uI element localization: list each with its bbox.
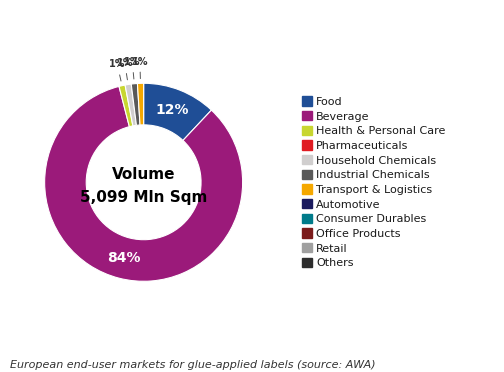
Text: 12%: 12%	[156, 103, 189, 116]
Wedge shape	[138, 83, 144, 125]
Text: 1%: 1%	[109, 60, 125, 81]
Text: Volume: Volume	[112, 167, 175, 182]
Legend: Food, Beverage, Health & Personal Care, Pharmaceuticals, Household Chemicals, In: Food, Beverage, Health & Personal Care, …	[302, 96, 446, 268]
Wedge shape	[125, 84, 137, 126]
Wedge shape	[144, 83, 211, 140]
Text: European end-user markets for glue-applied labels (source: AWA): European end-user markets for glue-appli…	[10, 360, 375, 370]
Wedge shape	[131, 83, 140, 125]
Text: 1%: 1%	[116, 58, 133, 80]
Text: 84%: 84%	[107, 251, 141, 265]
Text: 1%: 1%	[124, 57, 141, 79]
Text: 5,099 Mln Sqm: 5,099 Mln Sqm	[80, 190, 207, 205]
Wedge shape	[119, 85, 133, 126]
Text: 1%: 1%	[132, 57, 148, 78]
Wedge shape	[45, 86, 242, 281]
